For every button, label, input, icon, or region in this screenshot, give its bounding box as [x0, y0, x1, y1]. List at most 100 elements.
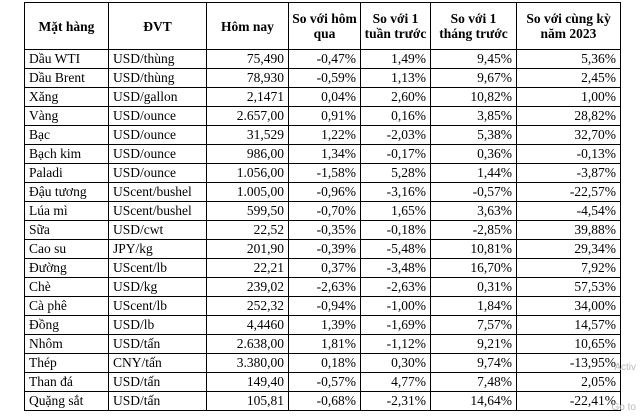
price-today: 149,40	[206, 372, 289, 392]
price-today: 599,50	[206, 201, 289, 221]
header-vs-year: So với cùng kỳ năm 2023	[516, 2, 621, 50]
change-vs-yesterday: 1,39%	[288, 315, 361, 335]
unit: CNY/tấn	[108, 353, 207, 373]
change-vs-week: -5,48%	[360, 239, 431, 259]
header-commodity: Mặt hàng	[24, 2, 109, 50]
commodity-name: Quặng sắt	[24, 391, 109, 411]
table-row: Chè USD/kg 239,02 -2,63% -2,63% 0,31% 57,53%	[24, 277, 621, 297]
table-row: Cà phê UScent/lb 252,32 -0,94% -1,00% 1,84% 34…	[24, 296, 621, 316]
commodity-name: Than đá	[24, 372, 109, 392]
change-vs-year: 28,82%	[516, 106, 621, 126]
commodity-name: Dầu WTI	[24, 49, 109, 69]
commodity-name: Nhôm	[24, 334, 109, 354]
change-vs-week: -3,48%	[360, 258, 431, 278]
change-vs-week: -0,18%	[360, 220, 431, 240]
price-today: 1.056,00	[206, 163, 289, 183]
table-row: Lúa mì UScent/bushel 599,50 -0,70% 1,65% 3,63…	[24, 201, 621, 221]
commodity-name: Đậu tương	[24, 182, 109, 202]
change-vs-week: 0,30%	[360, 353, 431, 373]
header-vs-week: So với 1 tuần trước	[360, 2, 431, 50]
commodity-name: Đồng	[24, 315, 109, 335]
unit: UScent/bushel	[108, 201, 207, 221]
change-vs-yesterday: -0,39%	[288, 239, 361, 259]
change-vs-yesterday: -0,57%	[288, 372, 361, 392]
unit: USD/ounce	[108, 144, 207, 164]
unit: UScent/lb	[108, 296, 207, 316]
table-row: Vàng USD/ounce 2.657,00 0,91% 0,16% 3,85% 28,8…	[24, 106, 621, 126]
header-unit: ĐVT	[108, 2, 207, 50]
change-vs-year: -22,57%	[516, 182, 621, 202]
change-vs-yesterday: 1,81%	[288, 334, 361, 354]
change-vs-week: -1,00%	[360, 296, 431, 316]
change-vs-week: 2,60%	[360, 87, 431, 107]
change-vs-year: 32,70%	[516, 125, 621, 145]
commodity-name: Đường	[24, 258, 109, 278]
change-vs-yesterday: -0,59%	[288, 68, 361, 88]
commodity-price-table: Mặt hàng ĐVT Hôm nay So với hôm qua So v…	[24, 2, 621, 411]
table-row: Sữa USD/cwt 22,52 -0,35% -0,18% -2,85% 39,88%	[24, 220, 621, 240]
price-today: 252,32	[206, 296, 289, 316]
change-vs-week: -2,03%	[360, 125, 431, 145]
commodity-name: Cao su	[24, 239, 109, 259]
change-vs-month: 7,48%	[430, 372, 517, 392]
commodity-name: Bạch kim	[24, 144, 109, 164]
watermark-line-1: Activ	[614, 362, 636, 373]
change-vs-yesterday: -1,58%	[288, 163, 361, 183]
price-today: 78,930	[206, 68, 289, 88]
unit: USD/ounce	[108, 125, 207, 145]
watermark-line-2: Go to	[611, 402, 636, 413]
price-today: 75,490	[206, 49, 289, 69]
change-vs-month: 9,67%	[430, 68, 517, 88]
unit: USD/thùng	[108, 68, 207, 88]
change-vs-yesterday: 1,22%	[288, 125, 361, 145]
commodity-name: Chè	[24, 277, 109, 297]
header-vs-yesterday: So với hôm qua	[288, 2, 361, 50]
change-vs-yesterday: -0,68%	[288, 391, 361, 411]
change-vs-yesterday: -0,96%	[288, 182, 361, 202]
commodity-name: Xăng	[24, 87, 109, 107]
header-vs-month: So với 1 tháng trước	[430, 2, 517, 50]
change-vs-month: 1,84%	[430, 296, 517, 316]
price-today: 105,81	[206, 391, 289, 411]
change-vs-yesterday: 1,34%	[288, 144, 361, 164]
change-vs-year: 29,34%	[516, 239, 621, 259]
commodity-name: Thép	[24, 353, 109, 373]
change-vs-year: -4,54%	[516, 201, 621, 221]
unit: JPY/kg	[108, 239, 207, 259]
header-row: Mặt hàng ĐVT Hôm nay So với hôm qua So v…	[24, 2, 621, 50]
commodity-name: Dầu Brent	[24, 68, 109, 88]
price-today: 22,52	[206, 220, 289, 240]
change-vs-yesterday: 0,04%	[288, 87, 361, 107]
change-vs-yesterday: -0,94%	[288, 296, 361, 316]
price-today: 2.638,00	[206, 334, 289, 354]
unit: UScent/lb	[108, 258, 207, 278]
change-vs-year: -0,13%	[516, 144, 621, 164]
change-vs-yesterday: 0,91%	[288, 106, 361, 126]
change-vs-month: 3,63%	[430, 201, 517, 221]
table-row: Đậu tương UScent/bushel 1.005,00 -0,96% -3,1…	[24, 182, 621, 202]
change-vs-week: -3,16%	[360, 182, 431, 202]
change-vs-week: 1,13%	[360, 68, 431, 88]
change-vs-yesterday: 0,18%	[288, 353, 361, 373]
commodity-name: Paladi	[24, 163, 109, 183]
change-vs-yesterday: -0,47%	[288, 49, 361, 69]
change-vs-week: 0,16%	[360, 106, 431, 126]
table-row: Xăng USD/gallon 2,1471 0,04% 2,60% 10,82% 1,00…	[24, 87, 621, 107]
price-today: 22,21	[206, 258, 289, 278]
change-vs-week: -2,31%	[360, 391, 431, 411]
change-vs-yesterday: -2,63%	[288, 277, 361, 297]
change-vs-week: -2,63%	[360, 277, 431, 297]
unit: USD/tấn	[108, 334, 207, 354]
unit: USD/ounce	[108, 106, 207, 126]
unit: USD/kg	[108, 277, 207, 297]
header-today: Hôm nay	[206, 2, 289, 50]
table-row: Bạc USD/ounce 31,529 1,22% -2,03% 5,38% 32,70%	[24, 125, 621, 145]
change-vs-year: -13,95%	[516, 353, 621, 373]
change-vs-year: 5,36%	[516, 49, 621, 69]
change-vs-month: 5,38%	[430, 125, 517, 145]
change-vs-week: -0,17%	[360, 144, 431, 164]
change-vs-week: 4,77%	[360, 372, 431, 392]
price-today: 1.005,00	[206, 182, 289, 202]
change-vs-week: 1,49%	[360, 49, 431, 69]
price-today: 4,4460	[206, 315, 289, 335]
